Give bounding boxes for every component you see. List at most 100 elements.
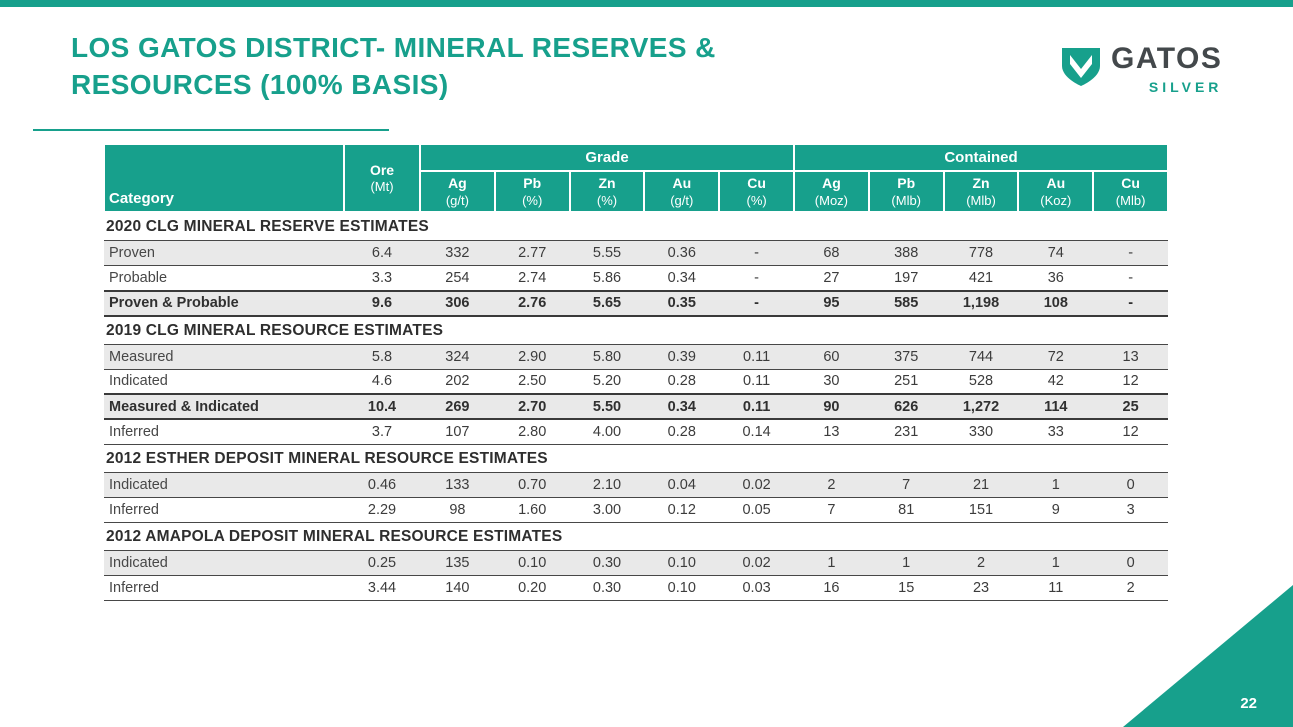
row-value: 135 (420, 550, 495, 576)
row-value: 107 (420, 419, 495, 445)
row-category: Indicated (104, 369, 344, 395)
row-value: 2.29 (344, 497, 420, 523)
row-value: - (719, 289, 795, 317)
col-unit: (Mlb) (891, 192, 922, 208)
table-row: Probable 3.3 254 2.74 5.86 0.34-27 197 421 36- (104, 265, 1169, 292)
col-header-pb-grade: Pb (%) (493, 169, 571, 214)
col-header-au-grade: Au (g/t) (643, 169, 721, 214)
row-value: 332 (420, 240, 495, 267)
row-value: 25 (1093, 393, 1169, 421)
table-body: 2020 CLG MINERAL RESERVE ESTIMATES Proven… (104, 212, 1169, 601)
row-value: 3.00 (569, 497, 645, 523)
row-value: 133 (420, 472, 495, 498)
title-underline (33, 129, 389, 131)
group-header-grade: Grade (418, 143, 796, 172)
col-header-cu-grade: Cu (%) (718, 169, 796, 214)
col-label: Cu (747, 175, 766, 191)
row-value: 5.50 (569, 393, 645, 421)
row-category: Indicated (104, 550, 344, 576)
table-row: Proven & Probable 9.6 306 2.76 5.65 0.35-95 58… (104, 289, 1169, 317)
row-value: 72 (1018, 344, 1094, 370)
row-value: 0.10 (644, 575, 720, 601)
logo-name: GATOS (1111, 42, 1223, 75)
row-value: 60 (794, 344, 869, 370)
table-group-header-row: Category Ore (Mt) Grade Contained (103, 142, 1170, 214)
row-value: 42 (1018, 369, 1094, 395)
row-value: 5.65 (569, 289, 645, 317)
row-category: Inferred (104, 575, 344, 601)
col-unit: (%) (746, 192, 767, 208)
row-value: 2.10 (569, 472, 645, 498)
row-value: 33 (1018, 419, 1094, 445)
row-value: 744 (943, 344, 1019, 370)
row-category: Inferred (104, 419, 344, 445)
row-value: 2 (943, 550, 1019, 576)
row-value: 375 (868, 344, 944, 370)
col-unit: (Mlb) (1115, 192, 1146, 208)
row-category: Inferred (104, 497, 344, 523)
table-column-header-row: Ag (g/t) Pb (%) Zn (%) Au (g/t) Cu (%) Ag (Moz) Pb (M… (104, 169, 1170, 214)
table-row: Measured 5.8 324 2.90 5.80 0.39 0.11 60 375 744 72… (104, 344, 1169, 370)
row-value: 0.20 (494, 575, 570, 601)
row-value: - (719, 240, 795, 267)
row-value: 2.90 (494, 344, 570, 370)
row-category: Proven (104, 240, 344, 267)
row-value: 5.80 (569, 344, 645, 370)
row-value: 0 (1093, 472, 1169, 498)
row-value: 2 (1093, 575, 1169, 601)
row-value: 0.28 (644, 369, 720, 395)
col-header-zn-contained: Zn (Mlb) (942, 169, 1020, 214)
row-value: 251 (868, 369, 944, 395)
section-title: 2012 AMAPOLA DEPOSIT MINERAL RESOURCE ES… (104, 522, 1169, 551)
row-value: 3.44 (344, 575, 420, 601)
row-value: 388 (868, 240, 944, 267)
col-header-ore: Ore (Mt) (343, 142, 421, 214)
row-value: 95 (794, 289, 869, 317)
row-value: 16 (794, 575, 869, 601)
col-header-ag-contained: Ag (Moz) (793, 169, 870, 214)
row-value: 0.10 (644, 550, 720, 576)
table-row: Inferred 3.44 140 0.20 0.30 0.10 0.03 16 15 23 11 2 (104, 575, 1169, 601)
gatos-shield-icon (1058, 44, 1104, 90)
top-accent-bar (0, 0, 1293, 7)
table-row: Measured & Indicated 10.4 269 2.70 5.50 0.34 0… (104, 393, 1169, 421)
row-category: Indicated (104, 472, 344, 498)
section-header-row: 2020 CLG MINERAL RESERVE ESTIMATES (104, 212, 1169, 242)
col-header-au-contained: Au (Koz) (1017, 169, 1095, 214)
row-category: Proven & Probable (104, 289, 344, 317)
col-unit: (%) (596, 192, 618, 208)
col-label: Au (1046, 175, 1066, 191)
row-value: 1 (794, 550, 869, 576)
reserves-resources-table: Category Ore (Mt) Grade Contained Ag (g/t… (103, 142, 1170, 601)
col-unit: (g/t) (670, 192, 694, 208)
row-value: 1 (868, 550, 944, 576)
col-label: Au (672, 175, 692, 191)
row-value: 4.00 (569, 419, 645, 445)
col-header-cu-contained: Cu (Mlb) (1092, 169, 1170, 214)
row-value: 5.20 (569, 369, 645, 395)
row-value: 36 (1018, 265, 1094, 292)
table-row: Indicated 4.6 202 2.50 5.20 0.28 0.11 30 251 528 4… (104, 369, 1169, 395)
col-header-ore-unit: (Mt) (370, 179, 394, 195)
row-value: 2 (794, 472, 869, 498)
col-header-ag-grade: Ag (g/t) (419, 169, 496, 214)
logo-tagline: SILVER (1148, 79, 1223, 95)
row-value: 4.6 (344, 369, 420, 395)
row-value: 626 (868, 393, 944, 421)
row-value: 81 (868, 497, 944, 523)
row-value: 12 (1093, 369, 1169, 395)
row-value: 7 (794, 497, 869, 523)
row-value: 1,272 (943, 393, 1019, 421)
col-label: Ag (448, 175, 467, 191)
row-category: Measured (104, 344, 344, 370)
row-category: Measured & Indicated (104, 393, 344, 421)
row-value: 254 (420, 265, 495, 292)
col-label: Pb (897, 175, 916, 191)
col-label: Cu (1121, 175, 1140, 191)
section-title: 2019 CLG MINERAL RESOURCE ESTIMATES (104, 315, 1169, 345)
row-value: 11 (1018, 575, 1094, 601)
row-value: 269 (420, 393, 495, 421)
row-value: 0.28 (644, 419, 720, 445)
row-value: 1.60 (494, 497, 570, 523)
row-value: 90 (794, 393, 869, 421)
